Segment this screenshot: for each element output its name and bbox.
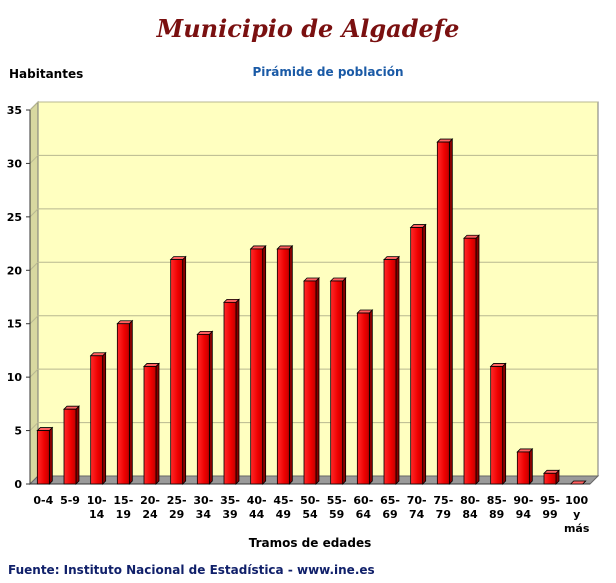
chart-title: Municipio de Algadefe [156,14,460,43]
bar [223,298,240,485]
y-tick-label: 5 [14,425,22,438]
x-tick-label: 50-54 [300,494,320,521]
grid-line-side [29,101,39,111]
bar [463,234,480,485]
bar [89,351,107,485]
bar [36,426,54,485]
grid-line-side [29,422,39,431]
y-tick-label: 15 [7,318,22,331]
bar [116,319,134,485]
x-tick-label: 55-59 [327,494,347,521]
grid-line-side [29,315,39,325]
y-tick-label: 20 [7,264,23,277]
bar [196,330,214,485]
y-tick-label: 0 [14,478,22,491]
bars [36,138,587,485]
bar [143,362,160,485]
x-tick-label: 35-39 [220,494,240,521]
x-tick-label: 25-29 [167,494,187,521]
grid-line-side [29,261,39,271]
x-tick-label: 60-64 [353,494,373,521]
x-tick-label: 45-49 [273,494,293,521]
x-axis-label: Tramos de edades [248,536,372,550]
x-tick-label: 75-79 [433,494,453,521]
x-tick-labels: 0-4 5-9 10-14 15-19 20-24 25-29 30-34 35-39 40-4… [33,494,589,535]
x-tick-label: 90-94 [513,494,533,521]
bar [436,138,454,485]
source-note: Fuente: Instituto Nacional de Estadístic… [8,563,375,577]
bar [329,277,347,485]
bar [169,255,187,485]
x-tick-label: 10-14 [87,494,107,521]
y-axis-label: Habitantes [9,67,84,81]
x-tick-label: 0-4 [33,494,53,507]
x-tick-label: 5-9 [60,494,80,507]
x-tick-label: 15-19 [113,494,133,521]
chart-subtitle: Pirámide de población [252,65,404,79]
bar [516,447,534,485]
grid-line-side [29,368,39,378]
bar [383,255,400,485]
bar [276,244,294,485]
bar [543,469,560,485]
x-tick-label: 65-69 [380,494,400,521]
y-tick-label: 10 [7,371,23,384]
grid-line-side [29,155,39,164]
x-tick-label: 20-24 [140,494,160,521]
bar [356,309,374,485]
grid-line-side [29,208,39,218]
y-tick-label: 35 [7,104,22,117]
x-tick-label: 40-44 [247,494,267,521]
x-tick-label: 70-74 [407,494,427,521]
x-tick-label: 85-89 [487,494,507,521]
bar [489,362,507,485]
bar [249,244,267,485]
bar [303,277,320,485]
y-tick-label: 30 [7,157,23,170]
x-tick-label: 80-84 [460,494,480,521]
x-tick-label: 30-34 [193,494,213,521]
x-tick-label: 100 y más [564,494,590,535]
bar [409,223,427,485]
x-tick-label: 95-99 [540,494,560,521]
bar [569,480,587,485]
y-tick-label: 25 [7,211,22,224]
bar [63,405,80,485]
